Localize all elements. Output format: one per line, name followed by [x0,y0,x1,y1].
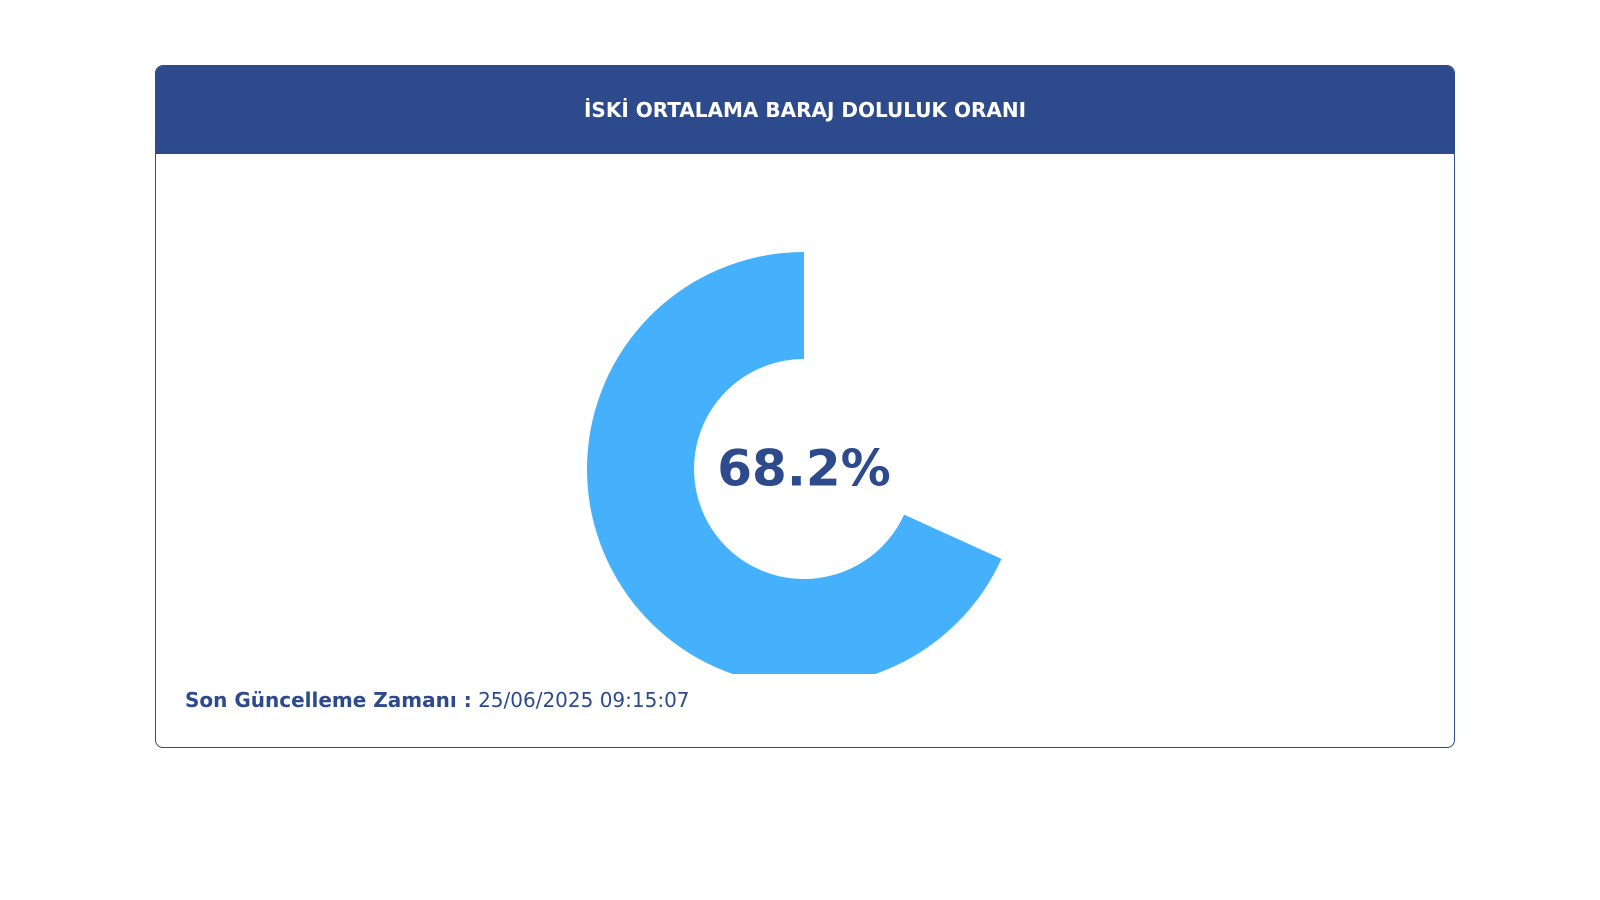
card-header: İSKİ ORTALAMA BARAJ DOLULUK ORANI [156,66,1454,154]
footer: Son Güncelleme Zamanı : 25/06/2025 09:15… [185,688,690,712]
donut-chart: 68.2% [587,252,1002,674]
footer-value: 25/06/2025 09:15:07 [478,688,690,712]
card: İSKİ ORTALAMA BARAJ DOLULUK ORANI 68.2% … [155,65,1455,748]
center-label: 68.2% [717,440,890,498]
card-title: İSKİ ORTALAMA BARAJ DOLULUK ORANI [583,98,1027,122]
footer-label: Son Güncelleme Zamanı : [185,688,472,712]
donut-segment [587,252,1002,674]
